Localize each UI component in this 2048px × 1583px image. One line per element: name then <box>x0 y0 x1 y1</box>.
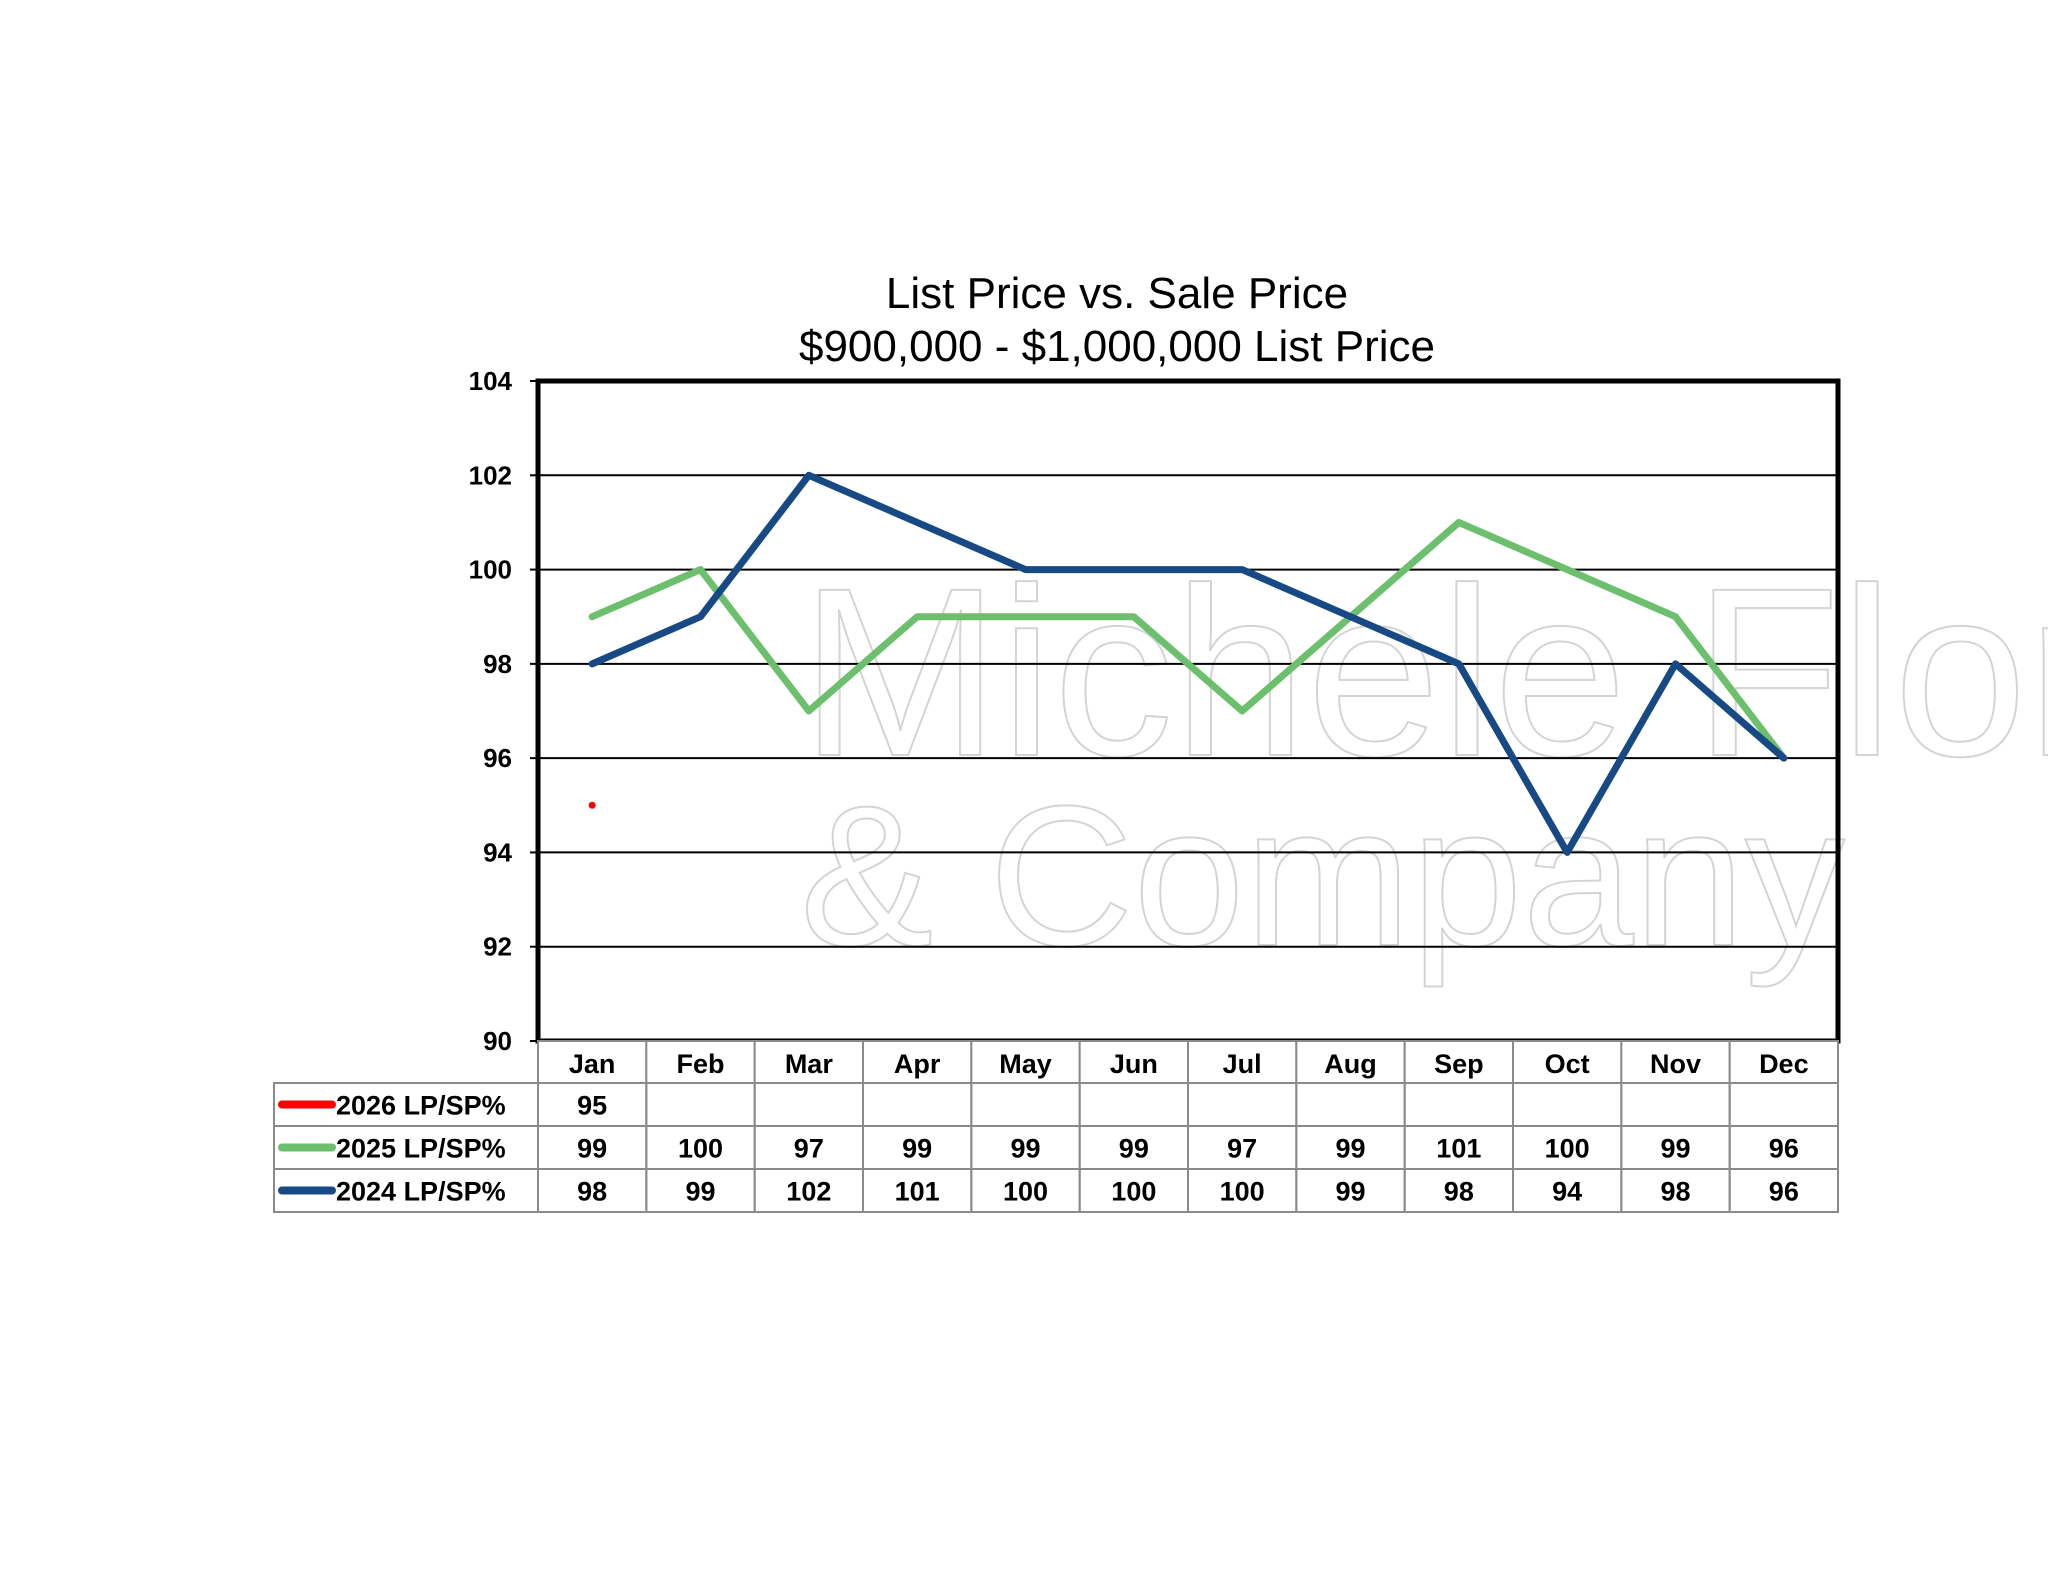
series-line-2025 <box>588 518 1788 762</box>
table-cell <box>645 1082 756 1127</box>
table-cell <box>1728 1168 1839 1213</box>
table-cell <box>1078 1082 1189 1127</box>
table-value: 98 <box>1444 1177 1474 1207</box>
table-value: 100 <box>1220 1177 1265 1207</box>
table-header-cell <box>1078 1040 1189 1084</box>
y-tick-label: 96 <box>483 743 512 773</box>
y-axis: 90 92 94 96 98 100 102 104 <box>469 366 538 1056</box>
table-cell <box>970 1082 1081 1127</box>
series-line-2024 <box>588 471 1788 856</box>
table-header-cell <box>1728 1040 1839 1084</box>
y-tick-label: 104 <box>469 366 513 396</box>
x-tick-label: Oct <box>1545 1049 1590 1079</box>
x-tick-label: Jan <box>569 1049 616 1079</box>
table-value: 100 <box>1111 1177 1156 1207</box>
table-cell <box>862 1082 973 1127</box>
table-header-cell <box>537 1040 648 1084</box>
y-tick-label: 102 <box>469 460 512 490</box>
chart-subtitle: $900,000 - $1,000,000 List Price <box>799 322 1435 371</box>
table-value: 96 <box>1769 1134 1799 1164</box>
table-value: 95 <box>577 1091 607 1121</box>
x-tick-label: Apr <box>894 1049 941 1079</box>
table-value: 96 <box>1769 1177 1799 1207</box>
legend-label: 2026 LP/SP% <box>336 1091 506 1121</box>
table-value: 99 <box>1010 1134 1040 1164</box>
table-cell <box>1295 1082 1406 1127</box>
series-lines <box>588 471 1788 856</box>
table-value: 94 <box>1552 1177 1582 1207</box>
x-tick-label: Dec <box>1759 1049 1809 1079</box>
table-value: 100 <box>1003 1177 1048 1207</box>
table-header-cell <box>1620 1040 1731 1084</box>
x-tick-label: Aug <box>1324 1049 1376 1079</box>
watermark-line2: & Company <box>800 765 1845 988</box>
x-tick-label: May <box>999 1049 1052 1079</box>
x-tick-label: Jun <box>1110 1049 1158 1079</box>
table-value: 99 <box>1335 1177 1365 1207</box>
y-tick-label: 98 <box>483 649 512 679</box>
series-point-2026 <box>588 801 596 809</box>
x-tick-label: Feb <box>676 1049 724 1079</box>
y-tick-label: 100 <box>469 555 512 585</box>
table-cell <box>1728 1082 1839 1127</box>
table-cell <box>753 1082 865 1127</box>
chart-title: List Price vs. Sale Price <box>886 269 1348 318</box>
table-header-cell <box>862 1040 973 1084</box>
table-header-cell <box>1512 1040 1623 1084</box>
y-tick-label: 90 <box>483 1026 512 1056</box>
legend-label: 2025 LP/SP% <box>336 1134 506 1164</box>
table-value: 101 <box>895 1177 940 1207</box>
table-value: 100 <box>678 1134 723 1164</box>
table-cell <box>1620 1082 1731 1127</box>
table-value: 97 <box>1227 1134 1257 1164</box>
table-value: 99 <box>1660 1134 1690 1164</box>
table-cell <box>1512 1082 1623 1127</box>
table-value: 99 <box>902 1134 932 1164</box>
legend-label: 2024 LP/SP% <box>336 1177 506 1207</box>
table-value: 102 <box>786 1177 831 1207</box>
table-value: 98 <box>577 1177 607 1207</box>
x-tick-label: Sep <box>1434 1049 1484 1079</box>
table-value: 101 <box>1436 1134 1481 1164</box>
x-tick-label: Jul <box>1223 1049 1262 1079</box>
table-value: 99 <box>1335 1134 1365 1164</box>
x-tick-label: Mar <box>785 1049 834 1079</box>
table-header-cell <box>1403 1040 1514 1084</box>
table-header-cell <box>645 1040 756 1084</box>
table-cell <box>1187 1082 1298 1127</box>
table-value: 99 <box>1119 1134 1149 1164</box>
table-value: 97 <box>794 1134 824 1164</box>
table-cell <box>1403 1082 1514 1127</box>
table-value: 100 <box>1545 1134 1590 1164</box>
y-tick-label: 94 <box>483 837 512 867</box>
table-value: 99 <box>577 1134 607 1164</box>
x-tick-label: Nov <box>1650 1049 1701 1079</box>
y-tick-label: 92 <box>483 932 512 962</box>
table-header-cell <box>1295 1040 1406 1084</box>
watermark-logo: Michele Flory & Company <box>799 537 2048 989</box>
data-table: Jan Feb Mar Apr May Jun Jul Aug Sep Oct Nov Dec 2026… <box>273 1040 1839 1213</box>
table-value: 98 <box>1660 1177 1690 1207</box>
table-value: 99 <box>685 1177 715 1207</box>
table-header-cell <box>753 1040 865 1084</box>
